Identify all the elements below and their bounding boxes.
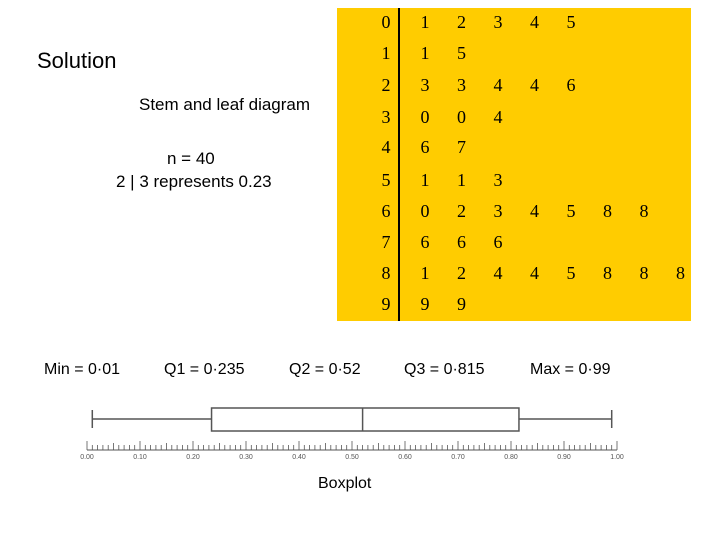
leaf-value: 3 [457, 75, 466, 95]
axis-tick-label: 0.70 [451, 454, 465, 461]
leaf-value: 0 [457, 107, 466, 127]
leaf-value: 4 [493, 263, 503, 283]
leaf-value: 1 [420, 43, 430, 63]
leaf-value: 1 [457, 170, 466, 190]
key-label: 2 | 3 represents 0.23 [116, 172, 272, 191]
leaf-value: 7 [457, 137, 466, 157]
axis-tick-label: 0.20 [186, 454, 200, 461]
leaf-value: 8 [639, 263, 649, 283]
boxplot-label: Boxplot [318, 475, 372, 492]
leaf-value: 8 [603, 201, 612, 221]
leaf-value: 4 [530, 12, 539, 32]
stem-value: 3 [381, 107, 391, 127]
axis-tick-label: 0.10 [133, 454, 147, 461]
leaf-value: 5 [457, 43, 466, 63]
leaf-value: 2 [457, 263, 466, 283]
axis-tick-label: 0.50 [345, 454, 359, 461]
stem-value: 7 [381, 232, 391, 252]
stem-value: 2 [381, 75, 391, 95]
leaf-value: 9 [457, 294, 466, 314]
axis-tick-label: 0.40 [292, 454, 306, 461]
axis-tick-label: 0.30 [239, 454, 253, 461]
leaf-value: 3 [420, 75, 430, 95]
axis-tick-label: 0.60 [398, 454, 412, 461]
axis-tick-label: 0.00 [80, 454, 94, 461]
q2-label: Q2 = 0·52 [289, 361, 361, 378]
leaf-value: 4 [530, 75, 539, 95]
leaf-value: 3 [493, 12, 503, 32]
leaf-value: 6 [457, 232, 466, 252]
diagram-subtitle: Stem and leaf diagram [139, 95, 311, 114]
stem-value: 1 [381, 43, 391, 63]
stem-value: 6 [381, 201, 391, 221]
sample-size-label: n = 40 [167, 149, 215, 168]
leaf-value: 1 [420, 12, 430, 32]
leaf-value: 5 [566, 201, 576, 221]
leaf-value: 6 [566, 75, 576, 95]
leaf-value: 6 [420, 137, 430, 157]
boxplot-chart: 0.00 0.10 0.20 0.30 0.40 0.50 0.60 0.70 0.80 0.90… [80, 407, 624, 461]
leaf-value: 4 [530, 263, 539, 283]
leaf-value: 6 [493, 232, 503, 252]
leaf-value: 8 [676, 263, 685, 283]
leaf-value: 4 [530, 201, 539, 221]
quartile-box [210, 407, 520, 432]
stem-leaf-panel [337, 8, 691, 321]
stem-value: 9 [381, 294, 391, 314]
leaf-value: 3 [493, 201, 503, 221]
leaf-value: 6 [420, 232, 430, 252]
leaf-value: 0 [420, 201, 430, 221]
leaf-value: 3 [493, 170, 503, 190]
leaf-value: 4 [493, 75, 503, 95]
leaf-value: 0 [420, 107, 430, 127]
leaf-value: 1 [420, 263, 430, 283]
stem-leaf-divider [398, 8, 400, 321]
axis-tick-label: 1.00 [610, 454, 624, 461]
solution-title: Solution [37, 48, 117, 73]
max-label: Max = 0·99 [530, 361, 611, 378]
leaf-value: 8 [639, 201, 649, 221]
min-label: Min = 0·01 [44, 361, 121, 378]
stem-value: 0 [381, 12, 391, 32]
stem-value: 4 [381, 137, 391, 157]
axis-tick-label: 0.80 [504, 454, 518, 461]
axis-tick-label: 0.90 [557, 454, 571, 461]
leaf-value: 4 [493, 107, 503, 127]
leaf-value: 5 [566, 12, 576, 32]
leaf-value: 9 [420, 294, 430, 314]
leaf-value: 1 [420, 170, 430, 190]
leaf-value: 2 [457, 12, 466, 32]
q1-label: Q1 = 0·235 [164, 361, 245, 378]
leaf-value: 5 [566, 263, 576, 283]
leaf-value: 2 [457, 201, 466, 221]
stem-value: 8 [381, 263, 391, 283]
stem-value: 5 [381, 170, 391, 190]
leaf-value: 8 [603, 263, 612, 283]
q3-label: Q3 = 0·815 [404, 361, 485, 378]
